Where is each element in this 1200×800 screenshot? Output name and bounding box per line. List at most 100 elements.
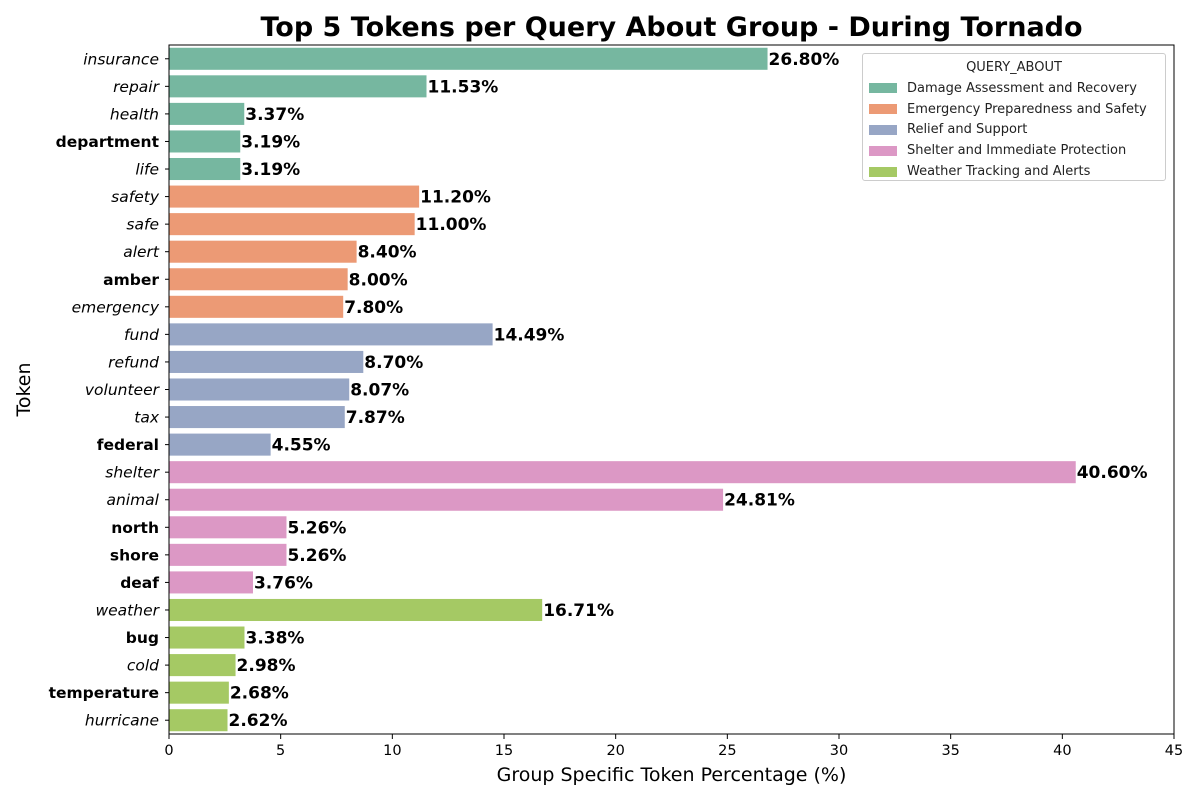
value-label-volunteer: 8.07% [350,381,409,401]
value-label-insurance: 26.80% [769,50,840,70]
y-tick-label-tax: tax [134,409,160,427]
value-label-weather: 16.71% [543,601,614,621]
bar-refund [169,350,364,373]
value-label-bug: 3.38% [245,629,304,649]
x-tick-label-20: 20 [606,743,624,759]
value-label-north: 5.26% [287,518,346,538]
bar-safety [169,185,420,208]
value-label-repair: 11.53% [428,77,499,97]
y-tick-label-cold: cold [127,657,159,675]
value-labels-layer: 26.80% 11.53% 3.37% 3.19% 3.19% 11.20% 11.00% 8… [229,50,1148,731]
bar-emergency [169,295,344,318]
legend-label: Damage Assessment and Recovery [907,80,1137,96]
bar-amber [169,268,348,291]
x-tick-label-45: 45 [1165,743,1183,759]
y-tick-label-alert: alert [123,243,160,261]
y-tick-label-animal: animal [106,491,159,509]
x-tick-label-40: 40 [1053,743,1071,759]
value-label-safety: 11.20% [420,188,491,208]
legend-entry: Shelter and Immediate Protection [869,140,1159,161]
bar-insurance [169,47,768,70]
bar-alert [169,240,357,263]
bar-tax [169,406,345,429]
legend-swatch [869,166,897,177]
y-tick-label-shelter: shelter [105,464,160,482]
legend-entry: Weather Tracking and Alerts [869,161,1159,182]
legend-swatch [869,104,897,115]
y-tick-label-life: life [135,161,159,179]
plot-frame [168,44,1175,735]
bar-cold [169,654,236,677]
x-tick-label-15: 15 [495,743,513,759]
value-label-hurricane: 2.62% [229,711,288,731]
legend-label: Weather Tracking and Alerts [907,164,1091,180]
legend-entry: Relief and Support [869,120,1159,141]
value-label-fund: 14.49% [494,325,565,345]
y-tick-label-hurricane: hurricane [85,712,159,730]
value-label-tax: 7.87% [346,408,405,428]
x-tick-label-10: 10 [383,743,401,759]
legend-swatch [869,124,897,135]
x-tick-label-5: 5 [276,743,285,759]
bar-shelter [169,461,1076,484]
value-label-refund: 8.70% [364,353,423,373]
bar-health [169,102,245,125]
bar-shore [169,543,287,566]
legend-entry: Emergency Preparedness and Safety [869,99,1159,120]
bar-fund [169,323,493,346]
x-tick-label-0: 0 [164,743,173,759]
value-label-temperature: 2.68% [230,684,289,704]
bar-repair [169,75,427,98]
legend-entry: Damage Assessment and Recovery [869,78,1159,99]
y-tick-label-health: health [110,105,159,123]
y-tick-label-federal: federal [97,436,159,454]
legend-entries: Damage Assessment and Recovery Emergency … [869,78,1159,182]
legend-label: Emergency Preparedness and Safety [907,101,1147,117]
y-tick-label-temperature: temperature [49,684,159,702]
bar-deaf [169,571,253,594]
legend-swatch [869,83,897,94]
value-label-emergency: 7.80% [344,298,403,318]
y-tick-label-volunteer: volunteer [85,381,161,399]
bars-layer [169,47,1076,732]
bar-temperature [169,681,229,704]
value-label-health: 3.37% [245,105,304,125]
bar-department [169,130,241,153]
y-tick-label-north: north [111,519,159,537]
y-tick-label-fund: fund [124,326,159,344]
bar-federal [169,433,271,456]
bar-safe [169,213,415,236]
x-tick-label-25: 25 [718,743,736,759]
bar-bug [169,626,245,649]
y-tick-label-amber: amber [103,271,159,289]
value-label-life: 3.19% [241,160,300,180]
y-tick-label-repair: repair [113,78,161,96]
bar-life [169,157,241,181]
value-label-cold: 2.98% [237,656,296,676]
value-label-shore: 5.26% [287,546,346,566]
y-tick-label-insurance: insurance [83,50,159,68]
value-label-animal: 24.81% [724,491,795,511]
value-label-shelter: 40.60% [1077,463,1148,483]
bar-volunteer [169,378,350,401]
bar-animal [169,488,724,511]
value-label-federal: 4.55% [272,436,331,456]
x-axis-ticks: 0 5 10 15 20 25 30 35 40 45 [164,734,1183,759]
y-tick-label-weather: weather [95,601,160,619]
value-label-alert: 8.40% [358,243,417,263]
y-tick-label-bug: bug [126,629,159,647]
y-tick-label-safety: safety [111,188,160,206]
x-tick-label-30: 30 [830,743,848,759]
value-label-amber: 8.00% [349,270,408,290]
legend: QUERY_ABOUT Damage Assessment and Recove… [862,53,1166,181]
x-axis-label: Group Specific Token Percentage (%) [497,764,847,786]
legend-label: Relief and Support [907,122,1028,138]
y-tick-label-refund: refund [108,353,159,371]
value-label-safe: 11.00% [416,215,487,235]
value-label-department: 3.19% [241,132,300,152]
bar-weather [169,598,543,622]
value-label-deaf: 3.76% [254,573,313,593]
y-axis-label: Token [13,362,35,417]
y-tick-label-deaf: deaf [120,574,159,592]
